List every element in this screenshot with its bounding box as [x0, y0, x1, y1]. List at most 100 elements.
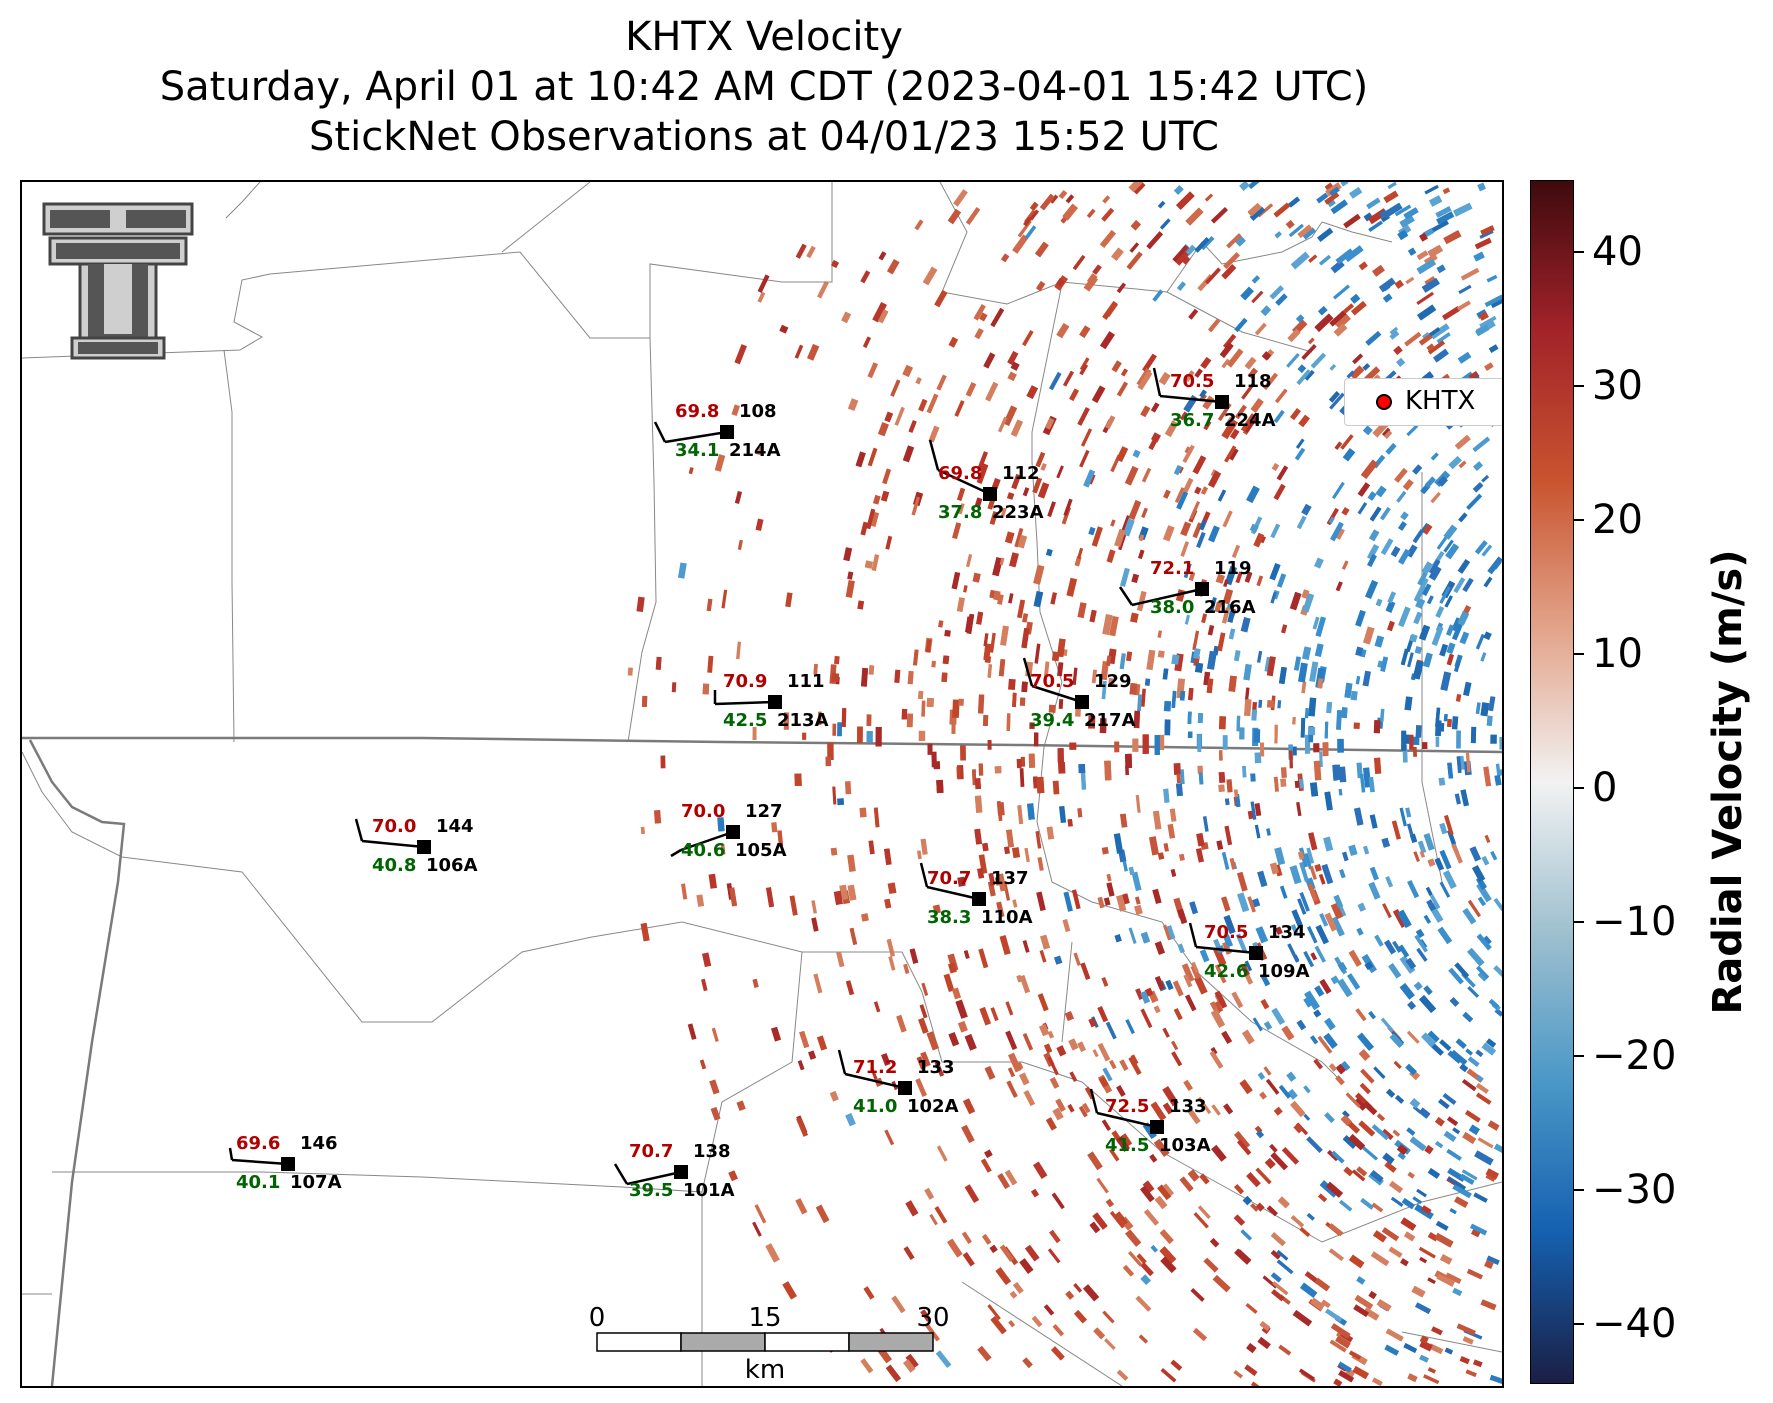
radar-gate	[1003, 405, 1018, 426]
radar-gate	[936, 779, 944, 794]
radar-gate	[1368, 220, 1383, 233]
radar-gate	[1124, 465, 1139, 486]
radar-gate	[1190, 1288, 1205, 1302]
radar-gate	[1453, 577, 1466, 594]
radar-gate	[1369, 506, 1382, 522]
radar-gate	[882, 468, 892, 485]
radar-gate	[1341, 507, 1350, 516]
radar-gate	[1248, 182, 1262, 190]
cb-tick-label: −20	[1592, 1033, 1677, 1079]
radar-gate	[920, 1051, 931, 1067]
radar-gate	[1443, 870, 1457, 889]
radar-gate	[1116, 1369, 1129, 1381]
radar-gate	[960, 745, 966, 761]
radar-gate	[1212, 1274, 1231, 1293]
radar-gate	[1458, 284, 1472, 295]
radar-gate	[636, 596, 645, 613]
radar-gate	[1483, 576, 1493, 588]
station-temperature: 70.7	[629, 1141, 673, 1162]
station-wind-direction: 129	[1094, 671, 1132, 692]
radar-gate	[1162, 668, 1169, 680]
radar-gate	[688, 467, 694, 475]
radar-gate	[1388, 1246, 1403, 1258]
radar-gate	[1317, 678, 1324, 689]
station-marker-icon	[983, 487, 997, 501]
radar-gate	[1462, 577, 1474, 593]
radar-gate	[1335, 710, 1342, 730]
radar-gate	[1314, 313, 1334, 332]
radar-gate	[1452, 1287, 1463, 1297]
wind-barb-staff	[714, 700, 776, 706]
radar-gate	[1274, 231, 1282, 239]
wind-barb-tick	[653, 421, 667, 443]
radar-gate	[837, 798, 845, 806]
radar-gate	[1035, 831, 1042, 849]
station-marker-icon	[720, 425, 734, 439]
radar-gate	[1201, 613, 1208, 624]
radar-gate	[1257, 1072, 1266, 1080]
station-marker-icon	[1150, 1120, 1164, 1134]
radar-gate	[1270, 1152, 1288, 1171]
radar-gate	[1132, 449, 1141, 459]
county-boundaries	[22, 182, 1502, 1386]
radar-gate	[1401, 730, 1407, 751]
radar-gate	[1487, 1120, 1500, 1131]
radar-gate	[1203, 1257, 1219, 1273]
radar-gate	[1427, 1167, 1441, 1179]
radar-gate	[1385, 876, 1393, 888]
radar-gate	[1149, 836, 1159, 856]
radar-gate	[1427, 340, 1446, 355]
radar-gate	[857, 726, 863, 744]
radar-gate	[1255, 1167, 1272, 1185]
wind-barb-tick	[1152, 367, 1162, 397]
radar-gate	[1079, 363, 1088, 376]
radar-gate	[1146, 649, 1156, 671]
radar-gate	[1104, 760, 1112, 781]
radar-gate	[985, 381, 999, 402]
radar-gate	[1009, 552, 1019, 568]
radar-gate	[1242, 1029, 1255, 1045]
radar-gate	[1021, 627, 1030, 649]
radar-gate	[1329, 392, 1345, 410]
radar-gate	[1185, 207, 1204, 226]
radar-gate	[1479, 230, 1494, 239]
radar-gate	[951, 721, 956, 734]
radar-gate	[1350, 690, 1358, 701]
radar-map[interactable]: 69.8 108 34.1 214A 69.8 112 37.8 223A 70.5 118 36.…	[20, 180, 1504, 1388]
radar-gate	[1275, 293, 1288, 306]
radar-gate	[1233, 1214, 1246, 1226]
radar-gate	[1436, 211, 1455, 225]
radar-gate	[1260, 998, 1270, 1010]
radar-gate	[1114, 934, 1122, 943]
radar-gate	[1364, 579, 1379, 600]
radar-gate	[1171, 1040, 1179, 1051]
radar-gate	[1036, 776, 1045, 794]
radar-gate	[1422, 583, 1432, 596]
radar-gate	[932, 904, 941, 914]
radar-gate	[1337, 978, 1353, 998]
radar-gate	[1260, 305, 1272, 316]
radar-gate	[1324, 721, 1329, 739]
radar-gate	[1069, 1071, 1078, 1082]
radar-gate	[884, 898, 892, 909]
radar-gate	[1223, 914, 1236, 935]
radar-gate	[1342, 303, 1354, 314]
radar-gate	[1302, 646, 1312, 660]
station-temperature: 70.9	[723, 671, 767, 692]
radar-gate	[1443, 814, 1454, 836]
radar-gate	[1188, 308, 1199, 320]
radar-gate	[934, 1206, 948, 1224]
radar-gate	[1054, 955, 1063, 965]
radar-gate	[1065, 194, 1075, 204]
radar-gate	[1266, 699, 1275, 708]
radar-gate	[1397, 229, 1409, 241]
radar-gate	[1450, 1050, 1468, 1066]
radar-gate	[997, 1173, 1011, 1190]
radar-gate	[811, 900, 818, 914]
radar-gate	[1096, 1177, 1109, 1194]
radar-gate	[1373, 1066, 1386, 1079]
radar-gate	[903, 1359, 916, 1373]
station-wind-direction: 111	[787, 671, 825, 692]
radar-gate	[1475, 1049, 1484, 1058]
radar-gate	[1404, 1231, 1416, 1242]
